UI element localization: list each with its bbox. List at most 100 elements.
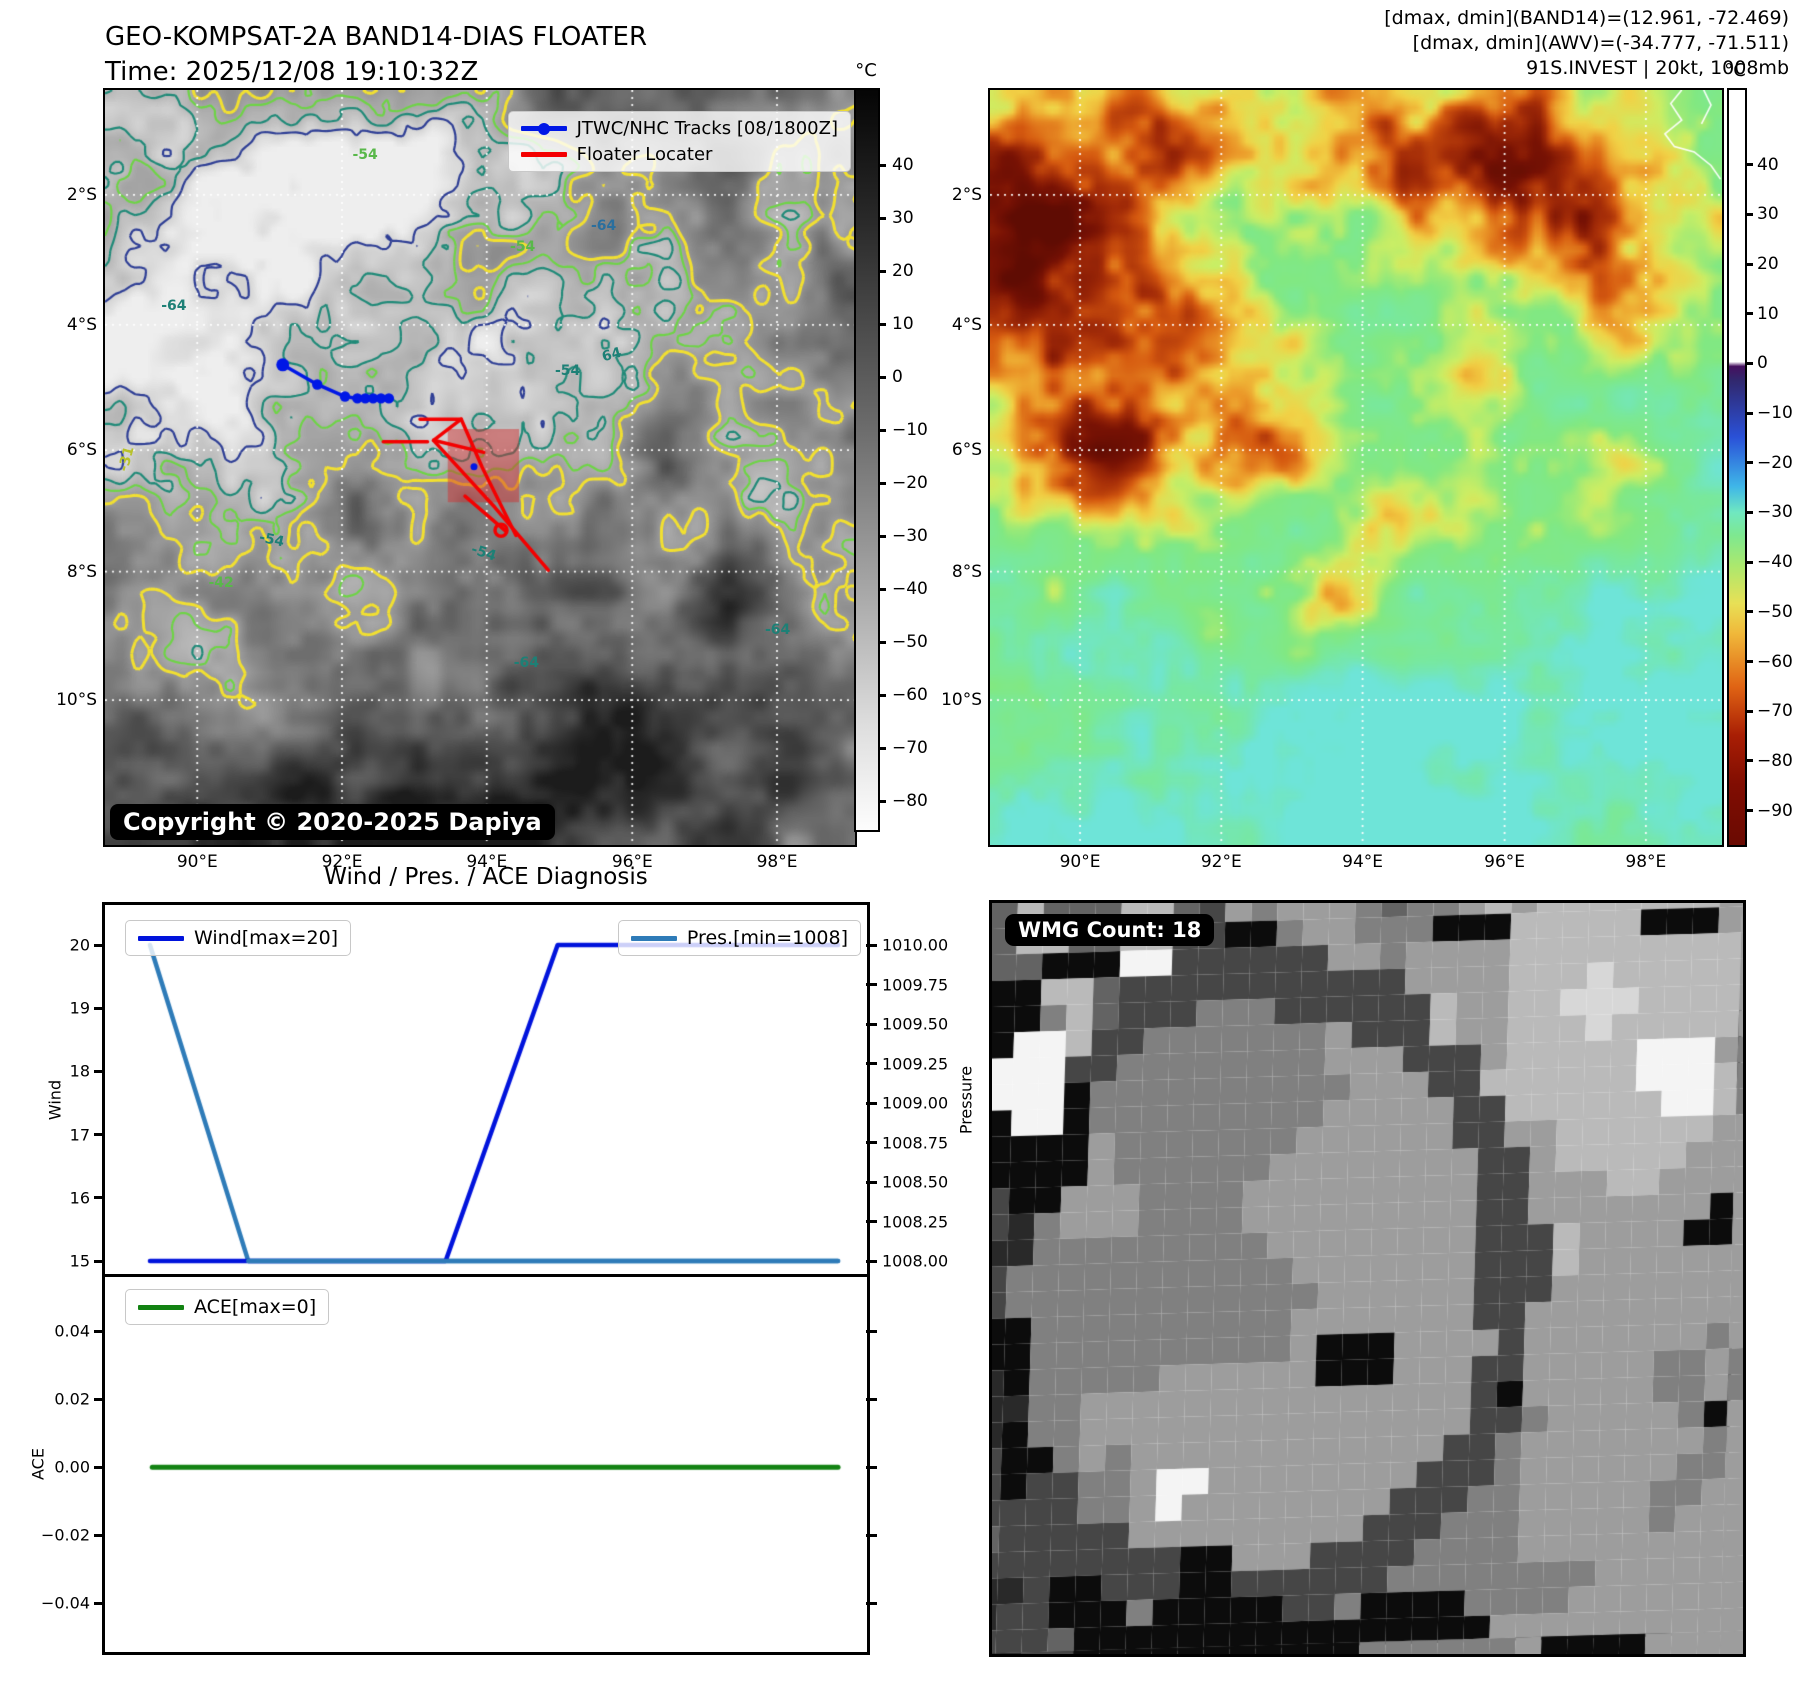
- contour-value-label: -42: [208, 574, 234, 591]
- ace-canvas: [105, 1277, 867, 1652]
- axis-tick-mark: [878, 799, 886, 803]
- legend-item-ace: ACE[max=0]: [138, 1296, 316, 1318]
- ace-line-icon: [138, 1304, 184, 1310]
- ace-ytick: 0.00: [54, 1457, 90, 1477]
- axis-tick-mark: [94, 1006, 105, 1010]
- awv-colorbar-tick: −30: [1757, 502, 1793, 523]
- axis-tick-mark: [94, 1601, 105, 1605]
- axis-tick-mark: [94, 1133, 105, 1137]
- awv-colorbar-tick: 0: [1757, 353, 1768, 374]
- awv-lat-tick: 4°S: [951, 314, 982, 335]
- band14-map-panel: JTWC/NHC Tracks [08/1800Z] Floater Locat…: [103, 88, 857, 847]
- contour-value-label: -54: [510, 239, 536, 256]
- contour-value-label: -64: [513, 654, 540, 671]
- awv-header-line2: [dmax, dmin](AWV)=(-34.777, -71.511): [1412, 32, 1789, 54]
- diagnosis-title: Wind / Pres. / ACE Diagnosis: [324, 864, 648, 890]
- pressure-ytick: 1008.00: [882, 1251, 949, 1271]
- awv-colorbar: [1727, 88, 1747, 847]
- band14-lat-tick: 2°S: [66, 184, 97, 205]
- awv-header-line3: 91S.INVEST | 20kt, 1008mb: [1526, 57, 1789, 79]
- band14-lat-tick: 8°S: [66, 561, 97, 582]
- axis-tick-mark: [878, 163, 886, 167]
- band14-colorbar-unit: °C: [855, 60, 877, 81]
- awv-colorbar-tick: 40: [1757, 154, 1779, 175]
- axis-tick-mark: [94, 1465, 105, 1469]
- wind-pressure-chart: Wind[max=20] Pres.[min=1008]: [102, 902, 870, 1278]
- awv-colorbar-tick: −10: [1757, 403, 1793, 424]
- pressure-legend-label: Pres.[min=1008]: [686, 927, 848, 949]
- axis-tick-mark: [866, 1101, 877, 1105]
- axis-tick-mark: [866, 1259, 877, 1263]
- wmg-pixel-canvas: [992, 903, 1743, 1654]
- wind-ytick: 18: [69, 1061, 90, 1081]
- pressure-ytick: 1009.25: [882, 1054, 949, 1073]
- axis-tick-mark: [866, 1397, 877, 1401]
- pressure-ytick: 1008.75: [882, 1133, 949, 1152]
- wind-pressure-canvas: [105, 905, 867, 1275]
- axis-tick-mark: [94, 1259, 105, 1263]
- axis-tick-mark: [94, 1069, 105, 1073]
- pressure-ytick: 1010.00: [882, 935, 949, 955]
- axis-tick-mark: [1745, 809, 1753, 813]
- wmg-count-badge: WMG Count: 18: [1005, 914, 1215, 946]
- axis-tick-mark: [878, 746, 886, 750]
- contour-value-label: -54: [352, 146, 378, 163]
- jtwc-track-label: JTWC/NHC Tracks [08/1800Z]: [576, 118, 838, 139]
- legend-item-jtwc-tracks: JTWC/NHC Tracks [08/1800Z]: [520, 118, 838, 139]
- axis-tick-mark: [878, 693, 886, 697]
- axis-tick-mark: [1745, 610, 1753, 614]
- axis-tick-mark: [866, 1022, 877, 1026]
- band14-time: Time: 2025/12/08 19:10:32Z: [105, 57, 479, 87]
- axis-tick-mark: [94, 1533, 105, 1537]
- band14-colorbar-tick: 40: [892, 155, 914, 176]
- band14-map-legend: JTWC/NHC Tracks [08/1800Z] Floater Locat…: [507, 111, 851, 172]
- ace-ytick: −0.04: [40, 1593, 90, 1613]
- band14-colorbar-tick: 0: [892, 367, 903, 388]
- awv-colorbar-tick: −70: [1757, 701, 1793, 722]
- band14-title: GEO-KOMPSAT-2A BAND14-DIAS FLOATER: [105, 22, 648, 52]
- axis-tick-mark: [878, 375, 886, 379]
- band14-map-canvas: [105, 90, 855, 845]
- axis-tick-mark: [1745, 461, 1753, 465]
- axis-tick-mark: [94, 1329, 105, 1333]
- wind-ytick: 17: [69, 1125, 90, 1145]
- ace-chart: ACE[max=0]: [102, 1274, 870, 1655]
- awv-colorbar-tick: −80: [1757, 750, 1793, 771]
- axis-tick-mark: [1745, 262, 1753, 266]
- axis-tick-mark: [866, 1533, 877, 1537]
- band14-title-block: GEO-KOMPSAT-2A BAND14-DIAS FLOATER Time:…: [105, 20, 647, 90]
- band14-colorbar-tick: −60: [892, 685, 928, 706]
- axis-tick-mark: [1745, 411, 1753, 415]
- pressure-line-icon: [630, 935, 677, 941]
- awv-map-canvas: [990, 90, 1722, 845]
- legend-item-floater: Floater Locater: [520, 144, 838, 165]
- ace-ytick: 0.02: [54, 1389, 90, 1409]
- band14-colorbar-tick: −30: [892, 526, 928, 547]
- band14-colorbar-tick: −80: [892, 791, 928, 812]
- awv-lat-tick: 6°S: [951, 440, 982, 461]
- band14-colorbar-tick: −20: [892, 473, 928, 494]
- pressure-ytick: 1009.00: [882, 1093, 949, 1113]
- axis-tick-mark: [1745, 163, 1753, 167]
- axis-tick-mark: [866, 1601, 877, 1605]
- copyright-badge: Copyright © 2020-2025 Dapiya: [110, 804, 555, 840]
- wind-ytick: 16: [69, 1188, 90, 1208]
- band14-lon-tick: 92°E: [321, 852, 363, 872]
- awv-header-line1: [dmax, dmin](BAND14)=(12.961, -72.469): [1384, 7, 1789, 29]
- jtwc-track-dot-icon: [537, 122, 550, 135]
- floater-label: Floater Locater: [576, 144, 713, 165]
- awv-lat-tick: 2°S: [951, 184, 982, 205]
- pressure-legend: Pres.[min=1008]: [617, 920, 861, 956]
- awv-lon-tick: 92°E: [1200, 852, 1242, 872]
- awv-colorbar-tick: −40: [1757, 552, 1793, 573]
- axis-tick-mark: [866, 943, 877, 947]
- band14-lat-tick: 10°S: [56, 690, 97, 711]
- axis-tick-mark: [1745, 212, 1753, 216]
- contour-value-label: -64: [591, 218, 617, 235]
- axis-tick-mark: [878, 534, 886, 538]
- wind-ytick: 19: [69, 998, 90, 1018]
- awv-header: [dmax, dmin](BAND14)=(12.961, -72.469) […: [1384, 6, 1789, 81]
- band14-lon-tick: 98°E: [756, 852, 798, 872]
- band14-lat-tick: 4°S: [66, 314, 97, 335]
- axis-tick-mark: [866, 983, 877, 986]
